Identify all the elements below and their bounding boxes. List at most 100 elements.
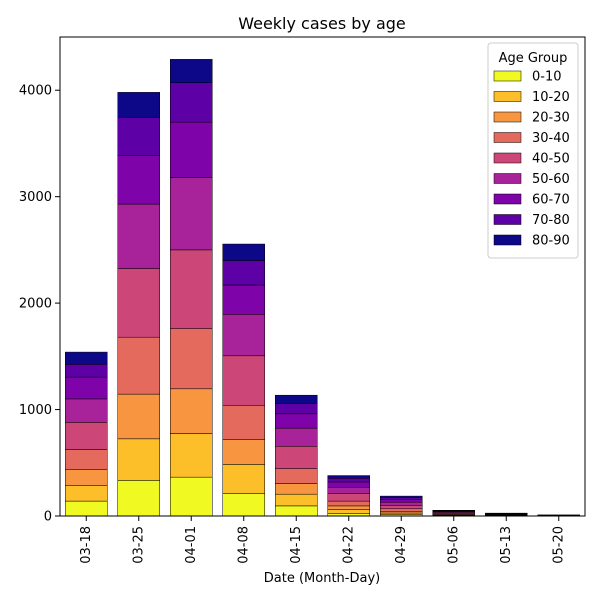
bar-segment-04-22-70-80 [327,477,370,483]
bar-segment-04-08-10-20 [222,464,265,494]
bar-segment-04-01-40-50 [170,249,213,329]
x-tick-label-05-06: 05-06 [446,526,461,564]
y-tick-label-0: 0 [44,510,52,525]
legend-label-0-10: 0-10 [532,70,562,85]
bar-segment-04-08-70-80 [222,260,265,286]
bar-segment-03-25-80-90 [117,92,160,118]
legend-label-80-90: 80-90 [532,234,570,249]
bar-segment-03-25-0-10 [117,480,160,517]
legend-title: Age Group [499,51,568,66]
x-tick-label-04-08: 04-08 [236,526,251,564]
bar-segment-04-01-30-40 [170,328,213,390]
axes-layer: 0 1000 2000 3000 4000 03-18 03-25 04-01 04-08 04-… [19,36,586,564]
legend-swatch-0-10 [493,70,522,82]
bar-segment-04-29-10-20 [380,512,423,515]
x-tick-label-04-29: 04-29 [394,526,409,564]
bar-segment-03-18-10-20 [65,485,108,502]
bar-segment-04-08-40-50 [222,355,265,406]
legend-swatch-50-60 [493,173,522,184]
x-tick-label-05-13: 05-13 [499,526,514,564]
bar-segment-03-18-80-90 [65,351,108,365]
legend-swatch-60-70 [493,193,522,205]
bar-segment-03-18-70-80 [65,364,108,378]
bar-segment-04-15-60-70 [275,413,318,429]
bar-segment-03-18-60-70 [65,376,108,400]
x-tick-label-04-22: 04-22 [341,526,356,564]
legend-label-70-80: 70-80 [532,213,570,228]
x-tick-label-04-15: 04-15 [289,526,304,564]
bar-segment-04-08-20-30 [222,439,265,465]
bar-segment-04-29-20-30 [380,511,423,514]
legend-swatch-10-20 [493,91,522,102]
y-tick-label-4000: 4000 [19,84,52,99]
plot-frame [59,36,586,517]
bar-segment-04-15-70-80 [275,403,318,415]
bar-segment-04-22-30-40 [327,500,370,507]
bar-segment-04-08-0-10 [222,493,265,517]
legend-swatch-20-30 [493,111,522,123]
legend-swatch-70-80 [493,214,522,225]
bar-segment-04-15-30-40 [275,468,318,484]
bar-segment-03-18-40-50 [65,422,108,450]
bar-segment-04-22-20-30 [327,505,370,510]
bar-segment-03-18-30-40 [65,449,108,470]
bar-segment-04-15-0-10 [275,505,318,517]
bar-segment-04-01-0-10 [170,476,213,517]
y-tick-label-3000: 3000 [19,190,52,205]
bar-segment-04-15-20-30 [275,483,318,495]
x-tick-label-04-01: 04-01 [184,526,199,564]
bar-segment-03-25-30-40 [117,336,160,395]
y-tick-label-2000: 2000 [19,297,52,312]
bar-segment-04-08-60-70 [222,284,265,315]
bar-segment-03-25-60-70 [117,155,160,205]
chart-title: Weekly cases by age [238,14,406,33]
legend-label-10-20: 10-20 [532,90,570,105]
bars-layer [65,59,580,517]
bar-segment-03-18-20-30 [65,469,108,486]
bar-segment-04-22-10-20 [327,509,370,514]
legend-swatch-40-50 [493,152,522,164]
bar-segment-04-08-30-40 [222,405,265,440]
legend-label-40-50: 40-50 [532,152,570,167]
bar-segment-04-08-80-90 [222,243,265,261]
x-tick-label-05-20: 05-20 [551,526,566,564]
bar-segment-04-15-40-50 [275,446,318,469]
bar-segment-03-25-40-50 [117,268,160,338]
legend-label-50-60: 50-60 [532,172,570,187]
x-axis-label: Date (Month-Day) [264,571,380,586]
bar-segment-04-29-60-70 [380,499,423,503]
bar-segment-04-01-60-70 [170,121,213,178]
bar-segment-03-18-0-10 [65,500,108,517]
bar-segment-04-29-40-50 [380,505,423,510]
bar-segment-04-29-30-40 [380,508,423,512]
bar-segment-04-15-10-20 [275,493,318,507]
bar-segment-04-29-80-90 [380,495,423,498]
legend-label-30-40: 30-40 [532,131,570,146]
bar-segment-03-25-70-80 [117,117,160,156]
bar-segment-04-01-70-80 [170,82,213,123]
bar-segment-04-01-80-90 [170,59,213,84]
bar-segment-04-29-50-60 [380,501,423,506]
bar-segment-04-01-20-30 [170,388,213,434]
x-tick-label-03-18: 03-18 [79,526,94,564]
bar-segment-04-22-80-90 [327,475,370,479]
bar-segment-04-22-60-70 [327,481,370,488]
bar-segment-04-15-50-60 [275,427,318,447]
y-tick-label-1000: 1000 [19,403,52,418]
legend-swatch-30-40 [493,132,522,143]
bar-segment-04-22-40-50 [327,493,370,502]
bar-segment-03-25-20-30 [117,393,160,440]
legend-swatch-80-90 [493,234,522,246]
bar-segment-03-25-50-60 [117,203,160,269]
x-tick-label-03-25: 03-25 [131,526,146,564]
legend: Age Group 0-10 10-20 20-30 30-40 40-50 50-60 60… [487,42,579,259]
bar-segment-04-22-50-60 [327,487,370,494]
bar-segment-04-29-70-80 [380,497,423,500]
bar-segment-04-15-80-90 [275,394,318,404]
bar-segment-04-01-10-20 [170,433,213,478]
bar-segment-04-01-50-60 [170,177,213,251]
bar-segment-03-18-50-60 [65,398,108,423]
legend-label-20-30: 20-30 [532,111,570,126]
bar-segment-04-08-50-60 [222,314,265,357]
